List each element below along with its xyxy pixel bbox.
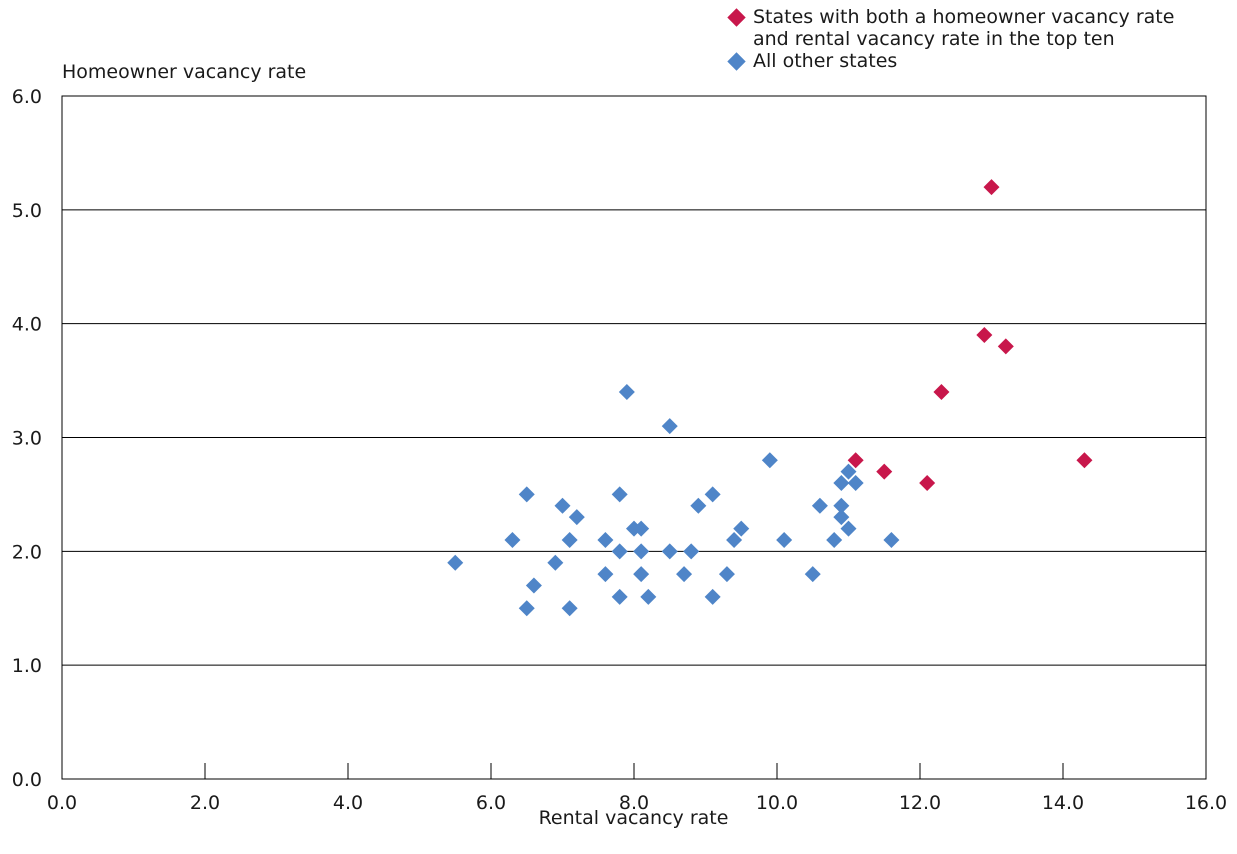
point-other-state — [568, 509, 585, 526]
point-other-state — [804, 566, 821, 583]
point-other-state — [726, 531, 743, 548]
point-other-state — [633, 543, 650, 560]
x-tick-label: 6.0 — [476, 792, 506, 814]
y-tick-label: 1.0 — [12, 655, 42, 677]
legend-label-other-states: All other states — [753, 50, 898, 72]
tick-labels: 0.0 1.0 2.0 3.0 4.0 5.0 6.0 0.0 2.0 4.0 6.0 8.0 10.0… — [12, 86, 1227, 814]
point-other-state — [690, 497, 707, 514]
point-other-state — [611, 543, 628, 560]
x-tick-label: 2.0 — [190, 792, 220, 814]
diamond-marker-icon — [727, 52, 746, 71]
point-other-state — [661, 418, 678, 435]
point-other-state — [518, 486, 535, 503]
point-top-ten-state — [919, 475, 936, 492]
y-tick-label: 5.0 — [12, 200, 42, 222]
gridlines — [62, 95, 1206, 780]
point-other-state — [611, 588, 628, 605]
point-other-state — [676, 566, 693, 583]
x-tick-label: 8.0 — [619, 792, 649, 814]
y-axis-label: Homeowner vacancy rate — [62, 61, 307, 83]
point-top-ten-state — [983, 179, 1000, 196]
point-other-state — [840, 463, 857, 480]
point-other-state — [611, 486, 628, 503]
point-other-state — [833, 497, 850, 514]
x-axis-label: Rental vacancy rate — [538, 807, 729, 829]
point-other-state — [826, 531, 843, 548]
x-tick-label: 10.0 — [756, 792, 798, 814]
point-other-state — [597, 566, 614, 583]
point-other-state — [633, 520, 650, 537]
x-tick-label: 16.0 — [1185, 792, 1227, 814]
point-other-state — [597, 531, 614, 548]
point-other-state — [704, 588, 721, 605]
x-tick-label: 14.0 — [1042, 792, 1084, 814]
point-other-state — [504, 531, 521, 548]
y-tick-label: 4.0 — [12, 314, 42, 336]
point-other-state — [718, 566, 735, 583]
legend-item-other-states: All other states — [727, 50, 1193, 72]
x-tick-label: 4.0 — [333, 792, 363, 814]
point-other-state — [518, 600, 535, 617]
point-other-state — [811, 497, 828, 514]
y-tick-label: 0.0 — [12, 769, 42, 791]
legend-item-top-ten: States with both a homeowner vacancy rat… — [727, 6, 1193, 50]
data-points — [447, 179, 1093, 617]
axes — [61, 763, 1207, 779]
point-other-state — [554, 497, 571, 514]
point-other-state — [561, 600, 578, 617]
y-tick-label: 3.0 — [12, 428, 42, 450]
point-other-state — [883, 531, 900, 548]
x-tick-label: 12.0 — [899, 792, 941, 814]
point-other-state — [840, 520, 857, 537]
point-other-state — [633, 566, 650, 583]
point-other-state — [847, 475, 864, 492]
point-other-state — [761, 452, 778, 469]
y-tick-label: 2.0 — [12, 541, 42, 563]
point-other-state — [640, 588, 657, 605]
diamond-marker-icon — [727, 8, 746, 27]
point-top-ten-state — [847, 452, 864, 469]
point-other-state — [547, 554, 564, 571]
point-other-state — [561, 531, 578, 548]
legend-label-top-ten: States with both a homeowner vacancy rat… — [753, 6, 1175, 50]
point-other-state — [525, 577, 542, 594]
point-other-state — [733, 520, 750, 537]
point-other-state — [704, 486, 721, 503]
point-other-state — [447, 554, 464, 571]
point-other-state — [833, 509, 850, 526]
point-other-state — [776, 531, 793, 548]
y-tick-label: 6.0 — [12, 86, 42, 108]
point-other-state — [833, 475, 850, 492]
x-tick-label: 0.0 — [47, 792, 77, 814]
point-top-ten-state — [997, 338, 1014, 355]
point-top-ten-state — [1076, 452, 1093, 469]
point-other-state — [683, 543, 700, 560]
point-top-ten-state — [976, 327, 993, 344]
point-top-ten-state — [933, 383, 950, 400]
legend: States with both a homeowner vacancy rat… — [727, 6, 1193, 72]
point-top-ten-state — [876, 463, 893, 480]
point-other-state — [618, 383, 635, 400]
point-other-state — [661, 543, 678, 560]
